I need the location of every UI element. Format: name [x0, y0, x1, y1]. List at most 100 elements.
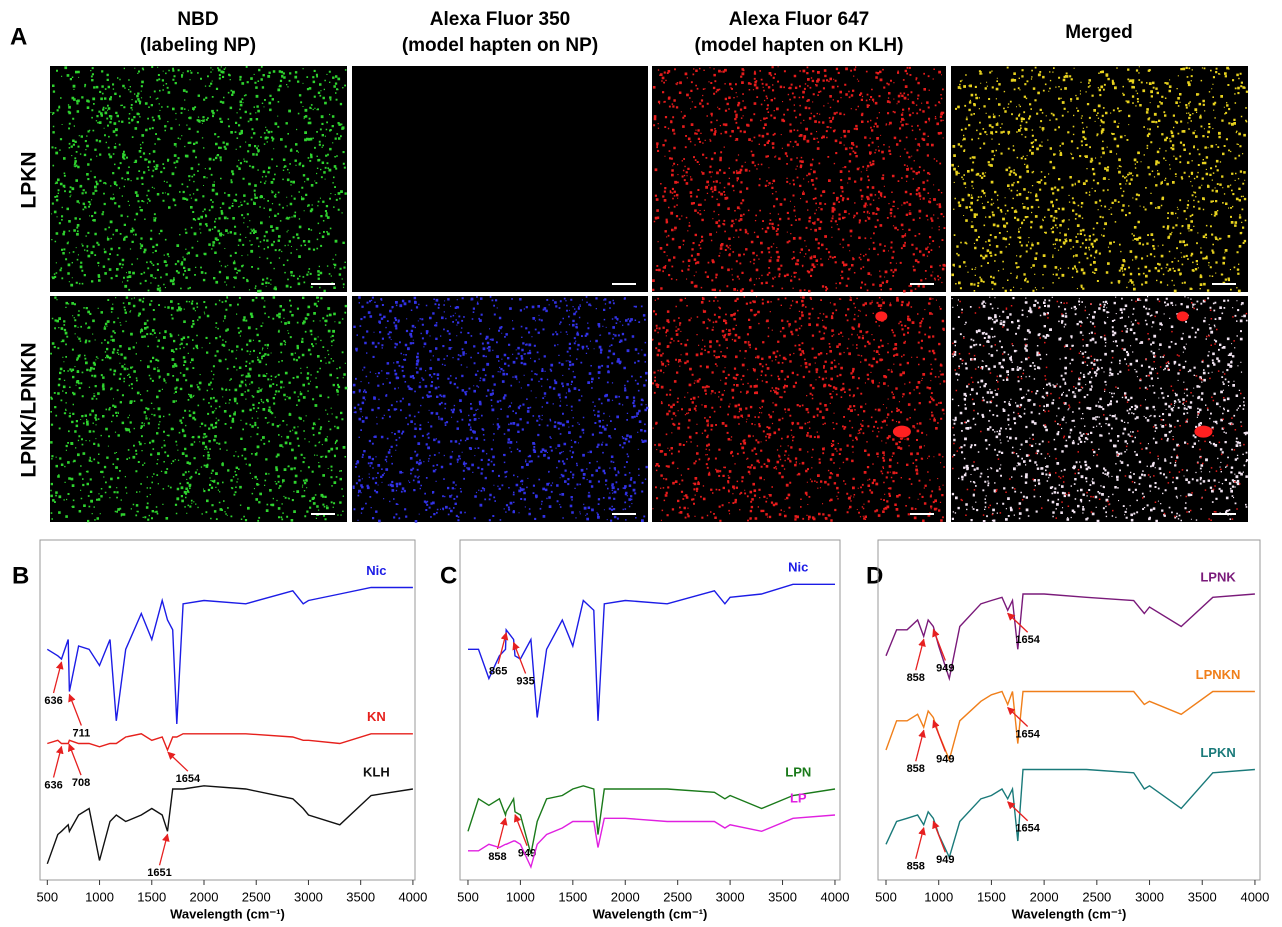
peak-label: 1654	[176, 773, 201, 785]
spectrum	[885, 768, 1255, 860]
x-tick-label: 1500	[558, 889, 587, 904]
x-tick-label: 3000	[294, 889, 323, 904]
panel-label: D	[866, 562, 883, 589]
peak-label: 858	[907, 861, 925, 873]
column-header: (model hapten on KLH)	[695, 35, 904, 56]
column-header: Alexa Fluor 350	[430, 9, 570, 30]
spectrum	[468, 583, 835, 721]
row-label: LPNK/LPNKN	[18, 342, 41, 477]
x-tick-label: 2000	[1030, 889, 1059, 904]
x-tick-label: 2000	[611, 889, 640, 904]
plot-frame	[459, 539, 841, 881]
x-tick-label: 2500	[242, 889, 271, 904]
series-name: LPN	[785, 764, 811, 779]
peak-label: 636	[44, 779, 62, 791]
x-axis-label: Wavelength (cm⁻¹)	[593, 906, 708, 921]
column-header: NBD	[177, 9, 218, 30]
peak-arrow	[497, 631, 509, 664]
x-axis-label: Wavelength (cm⁻¹)	[170, 906, 285, 921]
x-tick-label: 3500	[768, 889, 797, 904]
peak-label: 949	[936, 753, 954, 765]
spectrum	[467, 785, 836, 855]
peak-arrow	[68, 693, 82, 726]
peak-arrow	[932, 628, 946, 661]
x-tick-label: 1000	[85, 889, 114, 904]
micrograph	[652, 66, 946, 292]
peak-label: 636	[44, 695, 62, 707]
peak-label: 1654	[1015, 823, 1040, 835]
spectrum	[468, 814, 836, 870]
spectrum	[46, 785, 414, 865]
spectrum	[47, 733, 413, 752]
panel-label: A	[10, 23, 27, 50]
micrograph	[50, 66, 347, 292]
peak-arrow	[915, 826, 926, 859]
peak-arrow	[158, 833, 170, 866]
peak-label: 949	[936, 662, 954, 674]
peak-label: 708	[72, 777, 90, 789]
peak-label: 865	[489, 666, 507, 678]
micrograph	[50, 296, 347, 522]
column-header: Merged	[1065, 22, 1133, 43]
blob	[1194, 425, 1213, 438]
series-name: LPKN	[1200, 745, 1235, 760]
plot-frame	[39, 539, 416, 881]
spectrum	[885, 593, 1255, 682]
series-name: KLH	[363, 764, 390, 779]
peak-arrow	[1007, 801, 1029, 822]
x-tick-label: 1500	[977, 889, 1006, 904]
x-tick-label: 3000	[716, 889, 745, 904]
x-tick-label: 1500	[137, 889, 166, 904]
column-header: (labeling NP)	[140, 35, 256, 56]
x-tick-label: 4000	[821, 889, 850, 904]
peak-label: 949	[518, 848, 536, 860]
peak-label: 858	[907, 672, 925, 684]
fluorescence-dots	[50, 296, 348, 523]
peak-label: 858	[907, 763, 925, 775]
peak-label: 858	[488, 851, 506, 863]
peak-label: 949	[936, 854, 954, 866]
spectrum	[885, 690, 1255, 762]
column-header: Alexa Fluor 647	[729, 9, 869, 30]
row-label: LPKN	[18, 151, 41, 208]
micrograph	[352, 296, 648, 522]
peak-arrow	[1007, 706, 1029, 727]
blob	[875, 311, 888, 322]
x-tick-label: 1000	[506, 889, 535, 904]
peak-arrow	[915, 638, 926, 671]
x-tick-label: 2500	[663, 889, 692, 904]
x-tick-label: 500	[875, 889, 897, 904]
x-axis-label: Wavelength (cm⁻¹)	[1012, 906, 1127, 921]
series-name: LP	[790, 790, 807, 805]
series-name: KN	[367, 709, 386, 724]
peak-arrow	[932, 820, 946, 853]
peak-label: 1654	[1015, 634, 1040, 646]
spectrum	[46, 586, 413, 725]
panel-label: C	[440, 562, 457, 589]
micrograph	[352, 66, 648, 292]
x-tick-label: 500	[36, 889, 58, 904]
x-tick-label: 3500	[1188, 889, 1217, 904]
spectra: B 500 1000 1500 2000 2500 3000 3500 4000 Waveleng…	[12, 539, 1269, 921]
peak-arrow	[512, 641, 527, 674]
peak-arrow	[1007, 612, 1029, 633]
column-header: (model hapten on NP)	[402, 35, 598, 56]
peak-arrow	[496, 817, 508, 850]
fluorescence-dots	[352, 296, 649, 523]
x-tick-label: 2500	[1082, 889, 1111, 904]
x-tick-label: 3000	[1135, 889, 1164, 904]
peak-arrow	[915, 729, 926, 762]
blob	[1176, 311, 1189, 322]
x-tick-label: 1000	[924, 889, 953, 904]
peak-label: 1651	[147, 867, 171, 879]
peak-label: 935	[516, 675, 534, 687]
fluorescence-dots	[951, 296, 1249, 523]
blob	[892, 425, 911, 438]
x-tick-label: 4000	[1240, 889, 1269, 904]
series-name: LPNK	[1200, 569, 1236, 584]
series-name: Nic	[788, 560, 808, 575]
fluorescence-dots	[50, 66, 347, 293]
peak-arrow	[167, 751, 189, 772]
panel-label: B	[12, 562, 29, 589]
